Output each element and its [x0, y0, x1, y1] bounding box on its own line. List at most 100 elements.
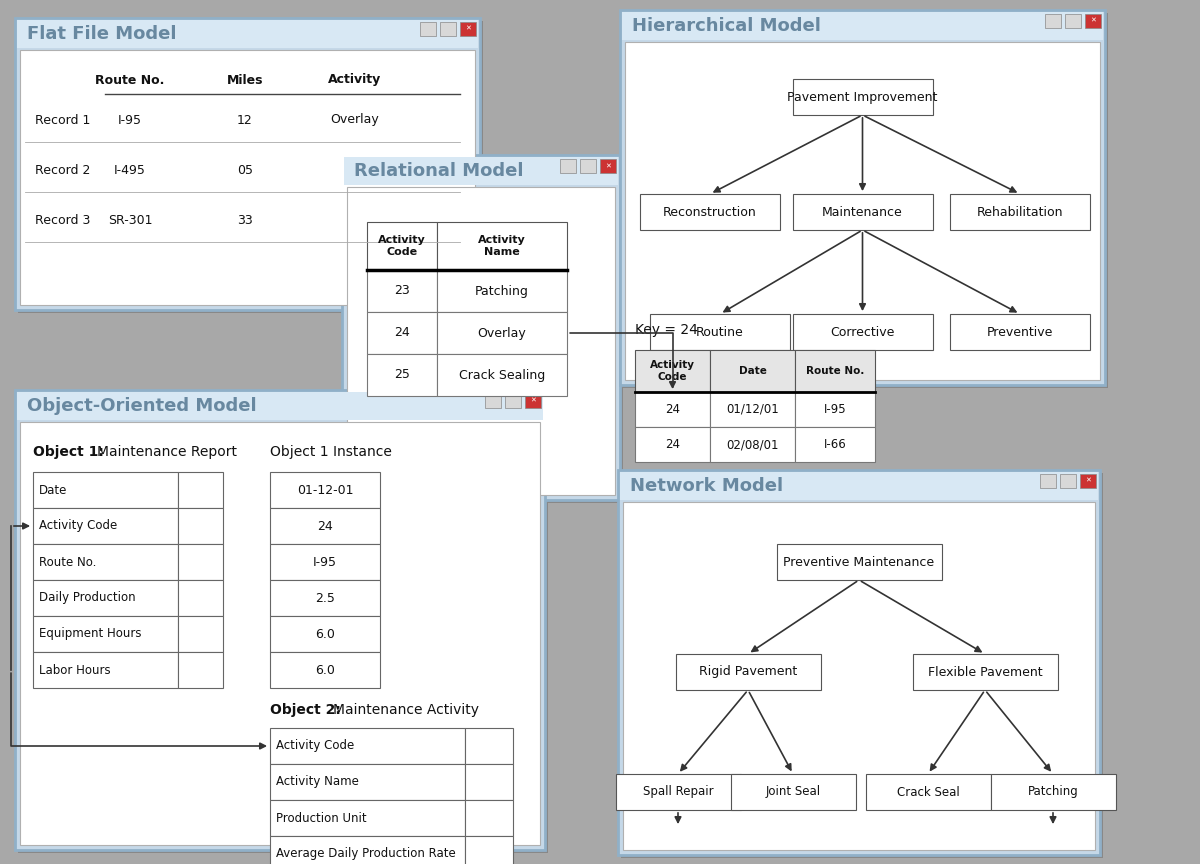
Text: 6.0: 6.0 — [316, 627, 335, 640]
FancyBboxPatch shape — [270, 472, 380, 508]
FancyBboxPatch shape — [270, 508, 380, 544]
Text: Preventive Maintenance: Preventive Maintenance — [784, 556, 935, 569]
Text: 33: 33 — [238, 213, 253, 226]
FancyBboxPatch shape — [270, 800, 466, 836]
FancyBboxPatch shape — [270, 836, 466, 864]
FancyBboxPatch shape — [270, 580, 380, 616]
FancyBboxPatch shape — [20, 50, 475, 305]
Text: ✕: ✕ — [530, 398, 536, 404]
Text: Flexible Pavement: Flexible Pavement — [928, 665, 1043, 678]
FancyBboxPatch shape — [34, 472, 178, 508]
FancyBboxPatch shape — [526, 394, 541, 408]
FancyBboxPatch shape — [650, 314, 790, 350]
FancyBboxPatch shape — [466, 800, 514, 836]
FancyBboxPatch shape — [437, 270, 568, 312]
FancyBboxPatch shape — [270, 652, 380, 688]
FancyBboxPatch shape — [950, 194, 1090, 230]
Text: Route No.: Route No. — [38, 556, 96, 569]
Text: ✕: ✕ — [1085, 478, 1091, 484]
Text: Daily Production: Daily Production — [38, 592, 136, 605]
FancyBboxPatch shape — [14, 390, 545, 850]
FancyBboxPatch shape — [625, 42, 1100, 380]
Text: Activity Name: Activity Name — [276, 776, 359, 789]
Text: 23: 23 — [394, 284, 410, 297]
Text: 2.5: 2.5 — [316, 592, 335, 605]
Text: 02/08/01: 02/08/01 — [726, 438, 779, 451]
FancyBboxPatch shape — [1085, 14, 1102, 28]
Text: Hierarchical Model: Hierarchical Model — [632, 17, 821, 35]
Text: Overlay: Overlay — [331, 113, 379, 126]
FancyBboxPatch shape — [792, 79, 932, 115]
Text: Pavement Improvement: Pavement Improvement — [787, 91, 937, 104]
FancyBboxPatch shape — [600, 159, 616, 173]
Text: Route No.: Route No. — [95, 73, 164, 86]
FancyBboxPatch shape — [344, 157, 618, 185]
FancyBboxPatch shape — [367, 312, 437, 354]
FancyBboxPatch shape — [437, 222, 568, 270]
FancyBboxPatch shape — [270, 764, 466, 800]
FancyBboxPatch shape — [270, 728, 466, 764]
Text: Patching: Patching — [475, 284, 529, 297]
Text: ✕: ✕ — [466, 26, 470, 32]
FancyBboxPatch shape — [635, 427, 710, 462]
Text: Object 1:: Object 1: — [34, 445, 104, 459]
FancyBboxPatch shape — [178, 472, 223, 508]
FancyBboxPatch shape — [620, 472, 1098, 500]
FancyBboxPatch shape — [616, 774, 740, 810]
FancyBboxPatch shape — [367, 354, 437, 396]
FancyBboxPatch shape — [178, 580, 223, 616]
Text: Object-Oriented Model: Object-Oriented Model — [28, 397, 257, 415]
Text: Flat File Model: Flat File Model — [28, 25, 176, 43]
FancyBboxPatch shape — [792, 314, 932, 350]
Text: Activity Code: Activity Code — [276, 740, 354, 753]
FancyBboxPatch shape — [796, 350, 875, 392]
FancyBboxPatch shape — [440, 22, 456, 36]
FancyBboxPatch shape — [622, 473, 1103, 858]
FancyBboxPatch shape — [14, 18, 480, 310]
Text: SR-301: SR-301 — [108, 213, 152, 226]
FancyBboxPatch shape — [34, 508, 178, 544]
Text: Rigid Pavement: Rigid Pavement — [698, 665, 797, 678]
Text: Equipment Hours: Equipment Hours — [38, 627, 142, 640]
FancyBboxPatch shape — [178, 616, 223, 652]
Text: Activity
Code: Activity Code — [378, 235, 426, 257]
FancyBboxPatch shape — [796, 427, 875, 462]
FancyBboxPatch shape — [635, 392, 710, 427]
Text: Date: Date — [738, 366, 767, 376]
Text: Overlay: Overlay — [478, 327, 527, 340]
FancyBboxPatch shape — [623, 13, 1108, 388]
FancyBboxPatch shape — [950, 314, 1090, 350]
FancyBboxPatch shape — [367, 270, 437, 312]
FancyBboxPatch shape — [17, 20, 478, 48]
Text: Object 2:: Object 2: — [270, 703, 341, 717]
FancyBboxPatch shape — [466, 836, 514, 864]
Text: Crack Seal: Crack Seal — [896, 785, 959, 798]
FancyBboxPatch shape — [20, 422, 540, 845]
Text: 12: 12 — [238, 113, 253, 126]
Text: ✕: ✕ — [605, 163, 611, 169]
Text: Maintenance Activity: Maintenance Activity — [334, 703, 479, 717]
Text: 24: 24 — [394, 327, 410, 340]
Text: 01-12-01: 01-12-01 — [296, 484, 353, 497]
Text: Maintenance: Maintenance — [822, 206, 902, 219]
FancyBboxPatch shape — [731, 774, 856, 810]
Text: Key = 24: Key = 24 — [635, 323, 698, 337]
FancyBboxPatch shape — [178, 508, 223, 544]
Text: ✕: ✕ — [1090, 18, 1096, 24]
FancyBboxPatch shape — [796, 392, 875, 427]
Text: 25: 25 — [394, 369, 410, 382]
Text: 05: 05 — [238, 163, 253, 176]
FancyBboxPatch shape — [420, 22, 436, 36]
FancyBboxPatch shape — [622, 12, 1103, 40]
FancyBboxPatch shape — [18, 393, 548, 853]
FancyBboxPatch shape — [1080, 474, 1096, 488]
FancyBboxPatch shape — [560, 159, 576, 173]
Text: Miles: Miles — [227, 73, 263, 86]
Text: I-95: I-95 — [313, 556, 337, 569]
FancyBboxPatch shape — [618, 470, 1100, 855]
FancyBboxPatch shape — [1045, 14, 1061, 28]
FancyBboxPatch shape — [505, 394, 521, 408]
FancyBboxPatch shape — [346, 158, 623, 503]
Text: Date: Date — [38, 484, 67, 497]
Text: Object 1 Instance: Object 1 Instance — [270, 445, 392, 459]
